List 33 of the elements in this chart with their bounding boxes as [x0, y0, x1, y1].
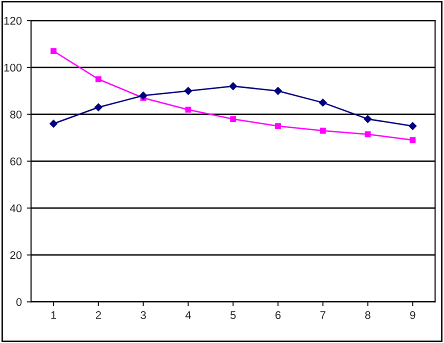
x-tick-label: 9: [410, 311, 416, 320]
point: [50, 48, 56, 54]
y-tick-label: 80: [10, 110, 22, 118]
x-tick-label: 5: [230, 311, 236, 320]
x-tick-label: 6: [275, 311, 281, 320]
point: [95, 76, 102, 82]
point: [139, 92, 148, 100]
x-tick-label: 1: [51, 311, 56, 319]
point: [229, 82, 238, 90]
y-tick-label: 60: [10, 157, 22, 166]
point: [318, 98, 327, 107]
y-tick-label: 120: [4, 16, 22, 25]
x-tick-label: 2: [96, 311, 101, 319]
x-tick-label: 3: [140, 311, 146, 320]
y-tick-label: 0: [16, 298, 22, 306]
point: [184, 86, 192, 95]
point: [50, 120, 58, 128]
point: [94, 103, 102, 112]
point: [230, 116, 236, 122]
x-tick-label: 7: [320, 311, 326, 319]
point: [408, 122, 417, 130]
point: [364, 131, 371, 138]
point: [320, 128, 326, 134]
point: [274, 86, 282, 95]
y-tick-label: 20: [10, 251, 22, 260]
point: [275, 123, 281, 130]
x-tick-label: 8: [365, 311, 370, 320]
point: [410, 137, 416, 144]
y-tick-label: 40: [10, 204, 22, 212]
point: [364, 115, 372, 123]
y-tick-label: 100: [4, 64, 22, 72]
x-tick-label: 4: [185, 311, 191, 319]
point: [185, 106, 192, 113]
